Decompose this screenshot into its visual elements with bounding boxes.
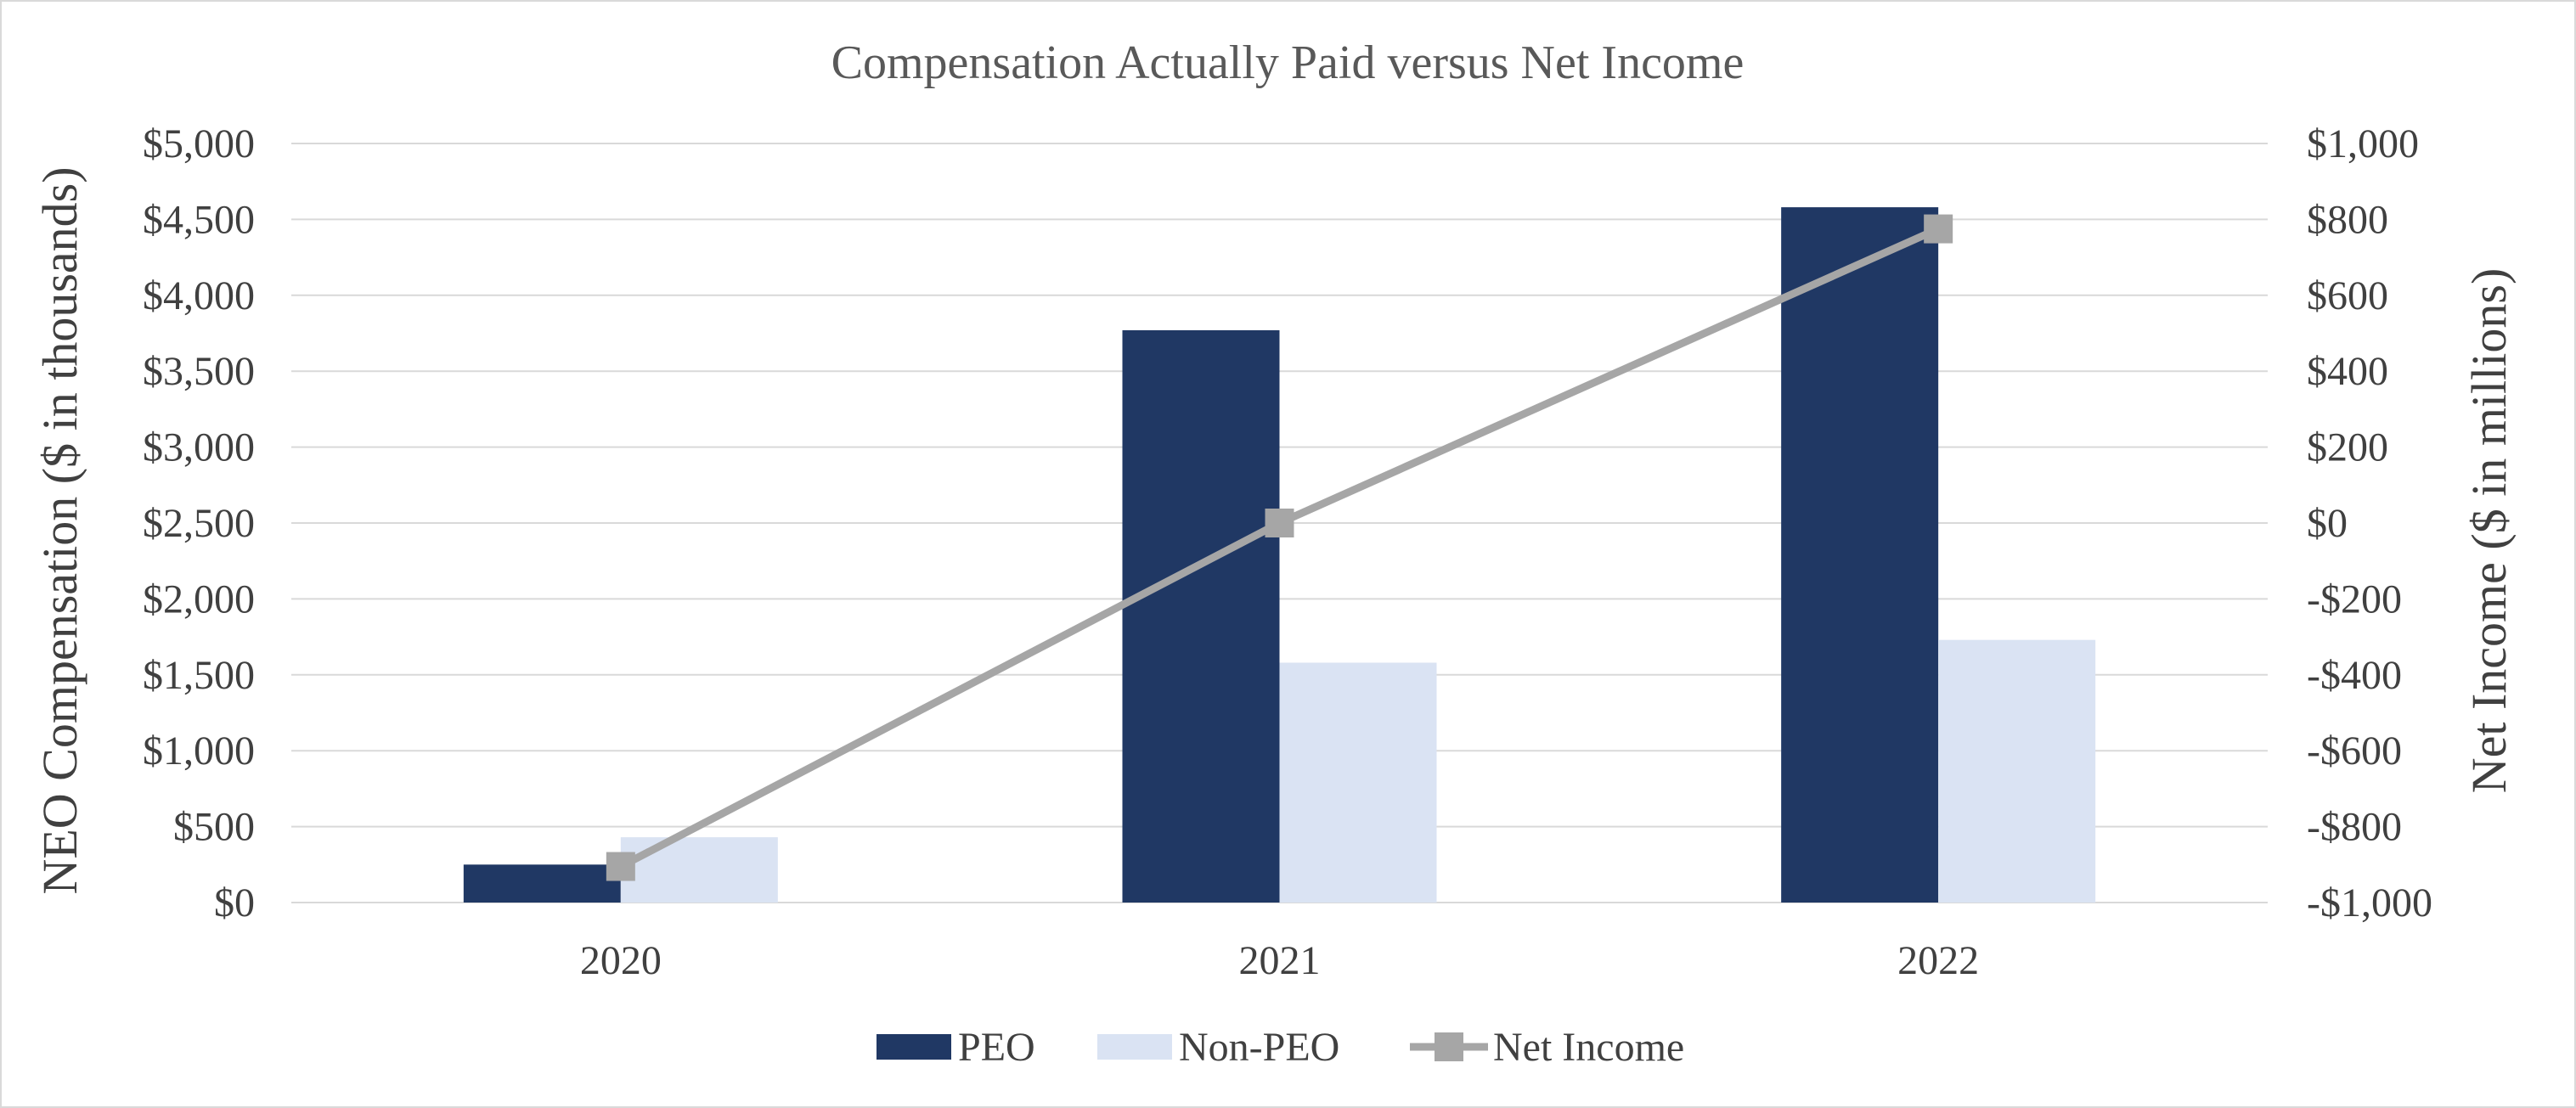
right-tick-label: $600 [2307,273,2388,318]
left-axis-ticks: $0 $500 $1,000 $1,500 $2,000 $2,500 $3,000 $3,5… [143,121,255,925]
right-tick-label: $800 [2307,197,2388,242]
left-tick-label: $2,500 [143,501,255,546]
x-tick-label-2020: 2020 [580,938,662,983]
legend-swatch-non-peo [1097,1034,1172,1060]
legend-label-non-peo: Non-PEO [1179,1025,1339,1070]
legend-swatch-peo [877,1034,951,1060]
legend: PEO Non-PEO Net Income [877,1025,1684,1070]
left-tick-label: $4,500 [143,197,255,242]
legend-label-net-income: Net Income [1493,1025,1684,1070]
right-tick-label: $400 [2307,349,2388,394]
bar-non-peo-2021 [1279,662,1437,903]
left-axis-title: NEO Compensation ($ in thousands) [32,166,87,894]
net-income-line-group [606,214,1953,881]
left-tick-label: $3,500 [143,349,255,394]
right-tick-label: -$400 [2307,653,2402,698]
left-tick-label: $0 [214,880,255,925]
legend-label-peo: PEO [958,1025,1035,1070]
bar-peo-2022 [1781,207,1939,903]
right-tick-label: -$1,000 [2307,880,2432,925]
right-axis-ticks: -$1,000 -$800 -$600 -$400 -$200 $0 $200 $400 $60… [2307,121,2432,925]
right-tick-label: $200 [2307,425,2388,470]
net-income-marker-2021 [1265,509,1294,537]
x-axis-ticks: 2020 2021 2022 [580,938,1979,983]
right-tick-label: -$800 [2307,805,2402,850]
left-tick-label: $1,500 [143,653,255,698]
bar-peo-2020 [463,864,621,903]
legend-marker-net-income [1435,1032,1463,1061]
bar-peo-2021 [1122,329,1280,903]
bar-non-peo-2022 [1938,639,2096,903]
x-tick-label-2022: 2022 [1897,938,1979,983]
left-tick-label: $5,000 [143,121,255,166]
left-tick-label: $2,000 [143,576,255,621]
right-tick-label: -$600 [2307,728,2402,773]
net-income-marker-2020 [606,852,635,881]
chart-title: Compensation Actually Paid versus Net In… [831,37,1745,89]
net-income-marker-2022 [1924,214,1953,244]
right-axis-title: Net Income ($ in millions) [2461,268,2517,794]
right-tick-label: $0 [2307,501,2348,546]
right-tick-label: $1,000 [2307,121,2419,166]
bar-non-peo-2020 [620,837,778,903]
left-tick-label: $4,000 [143,273,255,318]
x-tick-label-2021: 2021 [1239,938,1321,983]
bars [463,207,2096,903]
left-tick-label: $500 [173,805,255,850]
left-tick-label: $3,000 [143,425,255,470]
left-tick-label: $1,000 [143,728,255,773]
right-tick-label: -$200 [2307,576,2402,621]
